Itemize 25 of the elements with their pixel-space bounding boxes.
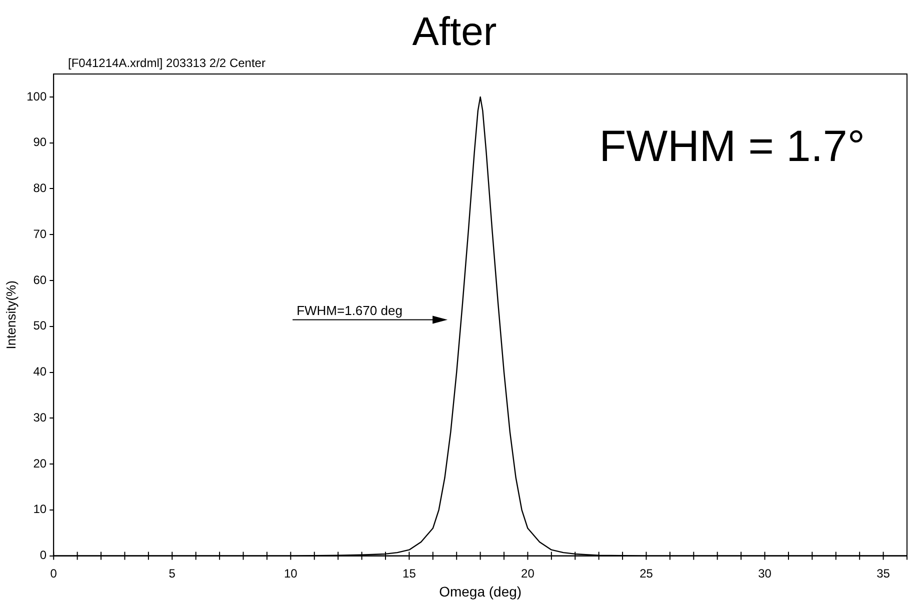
x-tick-label: 25: [640, 566, 654, 580]
annotation: FWHM=1.670 deg: [296, 302, 402, 318]
annotation: FWHM = 1.7°: [599, 122, 865, 172]
x-tick-label: 0: [50, 566, 58, 580]
x-tick-label: 5: [168, 566, 176, 580]
y-tick-label: 90: [33, 135, 47, 150]
y-tick-label: 70: [33, 226, 47, 241]
y-tick-label: 40: [33, 364, 47, 379]
y-tick-label: 60: [33, 272, 47, 287]
y-tick-label: 10: [33, 502, 47, 516]
y-tick-label: 0: [40, 548, 47, 562]
x-tick-label: 15: [402, 566, 416, 580]
chart-title: After: [411, 10, 498, 54]
y-tick-label: 20: [33, 456, 47, 470]
y-tick-label: 50: [33, 318, 47, 333]
x-tick-label: 10: [284, 566, 298, 580]
y-axis-title: Intensity(%): [3, 280, 18, 350]
y-tick-label: 30: [33, 410, 47, 424]
y-tick-label: 100: [26, 89, 47, 104]
x-tick-label: 30: [758, 566, 772, 580]
y-tick-label: 80: [33, 181, 47, 196]
x-tick-label: 20: [521, 566, 535, 580]
x-axis-title: Omega (deg): [439, 583, 522, 600]
x-tick-label: 35: [876, 566, 890, 580]
chart-subtitle: [F041214A.xrdml] 203313 2/2 Center: [68, 56, 266, 70]
